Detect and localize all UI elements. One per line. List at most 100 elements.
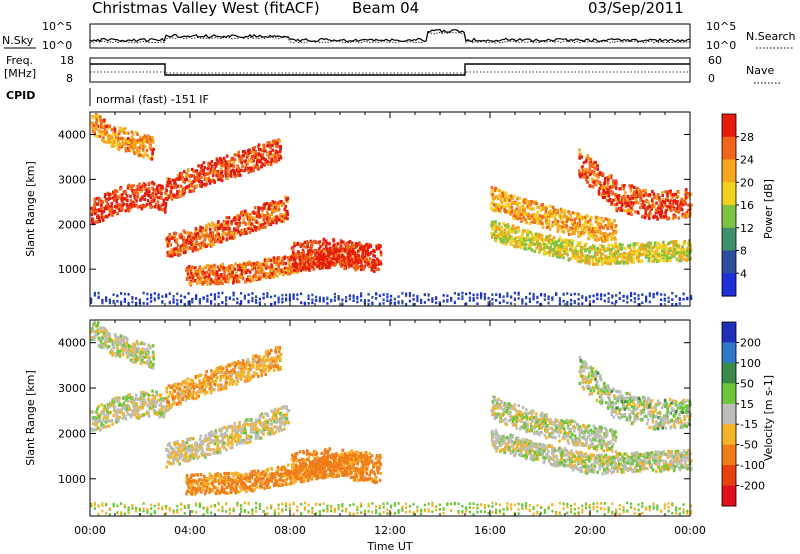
range-gate-cell-band-6 [566, 241, 569, 245]
range-gate-cell-band-8 [120, 127, 123, 131]
range-gate-cell-band-3 [240, 268, 244, 273]
range-gate-cell-band-4 [377, 262, 380, 266]
range-gate-cell-band-6 [508, 238, 512, 242]
range-gate-cell-band-0 [120, 207, 124, 211]
range-gate-cell-band-1 [256, 164, 259, 168]
range-gate-cell-band-1 [235, 168, 239, 172]
range-gate-cell-band-5 [495, 195, 498, 199]
range-gate-cell-band-7 [639, 195, 643, 199]
range-gate-cell-band-2 [173, 239, 177, 243]
range-gate-cell-band-6 [674, 250, 678, 254]
range-gate-cell-band-6 [633, 246, 636, 250]
range-gate-cell-band-7 [643, 203, 646, 207]
range-gate-cell-band-1 [222, 156, 226, 160]
range-gate-cell-band-4 [304, 268, 307, 272]
ground-scatter-cell [648, 300, 651, 304]
range-gate-cell-band-4 [324, 255, 327, 259]
range-gate-cell-band-5 [554, 218, 558, 222]
range-gate-cell-band-0 [151, 192, 155, 196]
range-gate-cell-band-2 [228, 227, 231, 231]
range-gate-cell-band-1 [220, 163, 223, 168]
ground-scatter-cell [401, 292, 404, 295]
ground-scatter-cell [172, 298, 175, 301]
range-gate-cell-band-7 [592, 180, 596, 184]
range-gate-cell-band-4 [373, 249, 376, 254]
range-gate-cell-band-7 [604, 193, 607, 197]
range-gate-cell-band-1 [236, 173, 240, 177]
ground-scatter-cell [427, 294, 430, 297]
range-gate-cell-band-2 [250, 222, 253, 226]
range-gate-cell-band-1 [273, 160, 276, 164]
range-gate-cell-band-8 [134, 130, 138, 134]
range-gate-cell-band-5 [532, 212, 536, 216]
range-gate-cell-band-1 [168, 181, 172, 185]
range-gate-cell-band-5 [559, 207, 563, 211]
range-gate-cell-band-2 [271, 200, 275, 204]
range-gate-cell-band-5 [503, 206, 506, 210]
range-gate-cell-band-3 [251, 278, 255, 282]
range-gate-cell-band-5 [522, 215, 526, 219]
range-gate-cell-band-3 [281, 258, 285, 262]
range-gate-cell-band-3 [290, 270, 294, 274]
range-gate-cell-band-7 [594, 179, 598, 183]
range-gate-cell-band-8 [151, 140, 155, 144]
range-gate-cell-band-4 [354, 268, 357, 272]
ground-scatter-cell [210, 300, 213, 303]
ground-scatter-cell [577, 293, 580, 296]
range-gate-cell-band-4 [375, 247, 379, 251]
range-gate-cell-band-5 [592, 235, 595, 239]
range-gate-cell-band-3 [267, 265, 271, 269]
range-gate-cell-band-1 [240, 156, 244, 160]
range-gate-cell-band-5 [565, 220, 569, 224]
range-gate-cell-band-8 [141, 142, 145, 146]
range-gate-cell-band-6 [618, 261, 622, 265]
ground-scatter-cell [615, 294, 618, 297]
ground-scatter-cell [416, 295, 419, 298]
range-gate-cell-band-1 [244, 167, 247, 171]
range-gate-cell-band-3 [258, 277, 261, 281]
range-gate-cell-band-1 [174, 195, 178, 199]
range-gate-cell-band-7 [656, 197, 659, 201]
range-gate-cell-band-4 [359, 260, 363, 264]
range-gate-cell-band-6 [654, 249, 658, 253]
range-gate-cell-band-3 [219, 280, 222, 284]
range-gate-cell-band-6 [658, 254, 661, 258]
range-gate-cell-band-1 [191, 189, 194, 193]
range-gate-cell-band-3 [244, 268, 247, 272]
range-gate-cell-band-0 [125, 194, 129, 198]
range-gate-cell-band-6 [680, 255, 684, 259]
ground-scatter-cell [566, 302, 569, 306]
range-gate-cell-band-7 [647, 202, 651, 206]
ground-scatter-cell [266, 292, 269, 295]
range-gate-cell-band-1 [218, 156, 222, 160]
range-gate-cell-band-0 [111, 196, 115, 200]
range-gate-cell-band-3 [210, 271, 214, 275]
range-gate-cell-band-7 [597, 192, 601, 196]
range-gate-cell-band-1 [237, 167, 241, 171]
range-gate-cell-band-1 [241, 164, 244, 168]
range-gate-cell-band-5 [536, 210, 539, 215]
range-gate-cell-band-5 [499, 198, 503, 202]
range-gate-cell-band-7 [671, 193, 675, 197]
range-gate-cell-band-7 [625, 209, 629, 213]
range-gate-cell-band-6 [536, 235, 539, 239]
range-gate-cell-band-5 [523, 198, 526, 202]
range-gate-cell-band-4 [338, 259, 342, 263]
ground-scatter-cell [611, 295, 614, 299]
range-gate-cell-band-6 [555, 252, 558, 256]
range-gate-cell-band-0 [127, 183, 131, 187]
range-gate-cell-band-6 [529, 244, 532, 248]
ground-scatter-cell [142, 291, 145, 295]
ground-scatter-cell [596, 293, 599, 297]
range-gate-cell-band-2 [173, 252, 177, 257]
range-gate-cell-band-7 [585, 175, 589, 179]
range-gate-cell-band-0 [95, 422, 99, 426]
range-gate-cell-band-7 [578, 148, 581, 152]
ground-scatter-cell [382, 302, 385, 305]
range-gate-cell-band-5 [535, 219, 539, 223]
range-gate-cell-band-3 [322, 247, 326, 251]
range-gate-cell-band-1 [261, 149, 264, 153]
range-gate-cell-band-2 [261, 208, 264, 212]
range-gate-cell-band-6 [571, 243, 574, 247]
range-gate-cell-band-7 [596, 167, 599, 171]
